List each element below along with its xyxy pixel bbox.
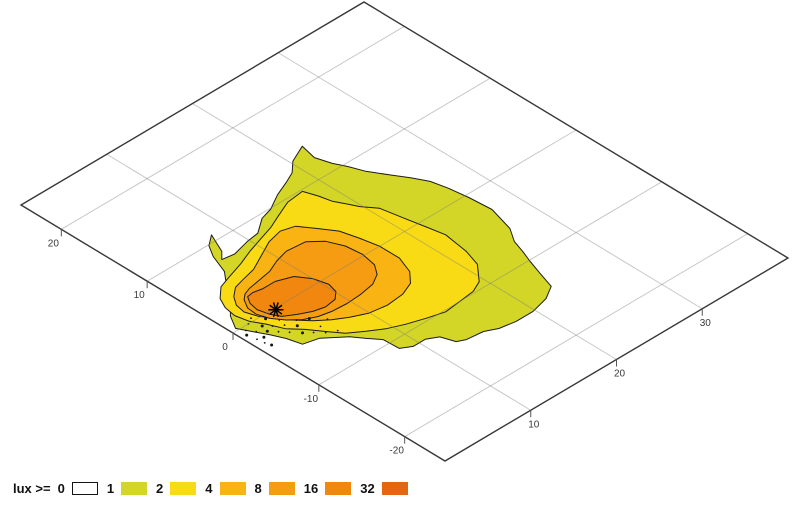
y-axis-tick-label: 0 — [222, 342, 228, 353]
noise-speck — [265, 329, 269, 333]
noise-speck — [264, 317, 268, 321]
legend-swatch — [71, 482, 98, 495]
x-axis-tick-label: 10 — [528, 419, 540, 430]
noise-speck — [295, 324, 299, 328]
noise-speck — [250, 317, 252, 320]
legend-swatch — [170, 482, 197, 495]
noise-speck — [336, 329, 339, 332]
y-axis-tick-label: 20 — [48, 238, 60, 249]
noise-speck — [295, 319, 298, 321]
plot-border — [19, 1, 790, 462]
noise-speck — [260, 324, 264, 328]
x-axis-tick-label: 30 — [700, 318, 712, 329]
noise-speck — [288, 331, 291, 334]
legend-items: 0 1 2 4 8 16 32 — [58, 481, 408, 496]
x-axis-tick-label: 20 — [614, 369, 626, 380]
noise-speck — [247, 323, 250, 325]
noise-speck — [319, 325, 322, 328]
legend-entry-1: 1 — [106, 481, 148, 496]
noise-speck — [270, 343, 274, 347]
noise-speck — [256, 338, 258, 341]
legend-entry-8: 8 — [255, 481, 295, 496]
legend-entry-label: 32 — [360, 481, 375, 496]
legend-entry-label: 0 — [57, 481, 65, 496]
noise-speck — [262, 335, 266, 339]
noise-speck — [263, 342, 266, 344]
grid-line-y-0 — [232, 129, 577, 334]
grid-line-y-20 — [61, 25, 405, 230]
legend-swatch — [121, 482, 148, 495]
legend-swatch — [325, 482, 352, 495]
noise-speck — [271, 325, 274, 327]
y-axis-tick-label: 10 — [134, 290, 146, 301]
legend-entry-2: 2 — [156, 481, 197, 496]
grid-line-x-30 — [277, 52, 703, 310]
y-axis-tick-label: -20 — [389, 446, 404, 457]
legend-entry-4: 4 — [205, 481, 246, 496]
noise-speck — [324, 331, 327, 334]
noise-speck — [278, 319, 281, 321]
legend-entry-0: 0 — [58, 481, 98, 496]
noise-speck — [312, 331, 315, 334]
source-marker-center — [274, 308, 278, 312]
noise-speck — [277, 330, 280, 333]
grid-line-x-20 — [192, 103, 617, 360]
noise-speck — [245, 329, 247, 332]
legend-entry-16: 16 — [303, 481, 352, 496]
legend-title: lux >= — [13, 481, 51, 496]
grid-line-y--10 — [318, 181, 663, 386]
noise-speck — [301, 331, 304, 335]
noise-speck — [283, 324, 286, 326]
legend-entry-32: 32 — [360, 481, 408, 496]
legend-entry-label: 1 — [106, 481, 115, 496]
legend-entry-label: 4 — [205, 481, 213, 496]
grid-line-y-10 — [146, 77, 491, 282]
legend-entry-label: 2 — [156, 481, 164, 496]
legend-entry-label: 16 — [303, 481, 319, 496]
noise-speck — [326, 318, 329, 321]
y-axis-tick-label: -10 — [304, 394, 319, 405]
grid-line-x-10 — [106, 153, 532, 411]
legend-swatch — [381, 482, 408, 495]
legend-entry-label: 8 — [254, 481, 262, 496]
noise-speck — [307, 317, 311, 321]
noise-speck — [245, 333, 249, 337]
noise-speck — [255, 330, 258, 333]
legend-swatch — [268, 482, 295, 495]
legend: lux >= 0 1 2 4 8 16 32 — [13, 481, 408, 496]
legend-swatch — [219, 482, 246, 495]
grid-line-y--20 — [404, 233, 748, 438]
